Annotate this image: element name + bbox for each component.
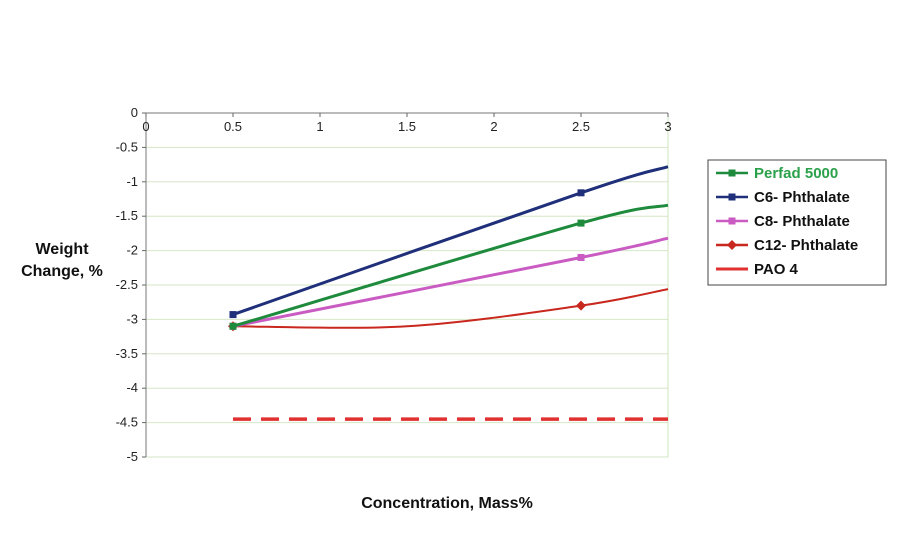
data-point-c6-phthalate — [229, 311, 237, 319]
y-axis-title-line2: Change, % — [21, 263, 103, 280]
series-line-c12-phthalate — [232, 288, 669, 329]
x-axis-title: Concentration, Mass% — [361, 495, 533, 512]
series-line-c6-phthalate — [232, 165, 669, 316]
x-tick-label: 0 — [142, 119, 149, 134]
legend: Perfad 5000 C6- Phthalate C8- Phthalate C12… — [707, 159, 887, 286]
y-tick-label: -1 — [126, 174, 138, 189]
y-axis-title-line1: Weight — [35, 241, 89, 258]
x-tick-label: 2 — [490, 119, 497, 134]
y-tick-label: -4 — [126, 380, 138, 395]
y-tick-label: 0 — [131, 105, 138, 120]
legend-item-c8-phthalate: C8- Phthalate — [716, 213, 850, 230]
legend-label: C6- Phthalate — [754, 189, 850, 206]
legend-marker — [728, 217, 736, 225]
data-point-c12-phthalate — [576, 300, 586, 311]
legend-marker — [728, 169, 736, 177]
x-tick-label: 1 — [316, 119, 323, 134]
y-tick-label: -3 — [126, 311, 138, 326]
data-point-c6-phthalate — [577, 189, 585, 197]
legend-item-c12-phthalate: C12- Phthalate — [716, 237, 858, 254]
y-tick-label: -1.5 — [116, 208, 138, 223]
legend-item-c6-phthalate: C6- Phthalate — [716, 189, 850, 206]
data-point-c8-phthalate — [577, 253, 585, 261]
y-tick-label: -4.5 — [116, 415, 138, 430]
x-axis: 0 0.5 1 1.5 2 2.5 3 — [142, 112, 672, 134]
x-tick-label: 0.5 — [224, 119, 242, 134]
x-tick-label: 2.5 — [572, 119, 590, 134]
y-tick-label: -3.5 — [116, 346, 138, 361]
y-tick-label: -2 — [126, 243, 138, 258]
data-point-perfad-5000 — [229, 322, 237, 330]
series-line-perfad-5000 — [232, 203, 669, 328]
gridlines — [146, 113, 669, 458]
series-line-c8-phthalate — [232, 236, 669, 328]
series-layer — [228, 165, 669, 421]
legend-label: Perfad 5000 — [754, 165, 838, 182]
data-point-perfad-5000 — [577, 219, 585, 227]
legend-marker — [727, 240, 737, 250]
legend-item-pao-4: PAO 4 — [716, 261, 799, 278]
legend-label: C8- Phthalate — [754, 213, 850, 230]
legend-box — [707, 159, 887, 286]
legend-marker — [728, 193, 736, 201]
legend-item-perfad-5000: Perfad 5000 — [716, 165, 838, 182]
y-axis: 0 -0.5 -1 -1.5 -2 -2.5 -3 -3.5 -4 -4.5 -5 — [116, 105, 147, 464]
legend-label: PAO 4 — [754, 261, 799, 278]
y-tick-label: -5 — [126, 449, 138, 464]
y-tick-label: -0.5 — [116, 139, 138, 154]
y-tick-label: -2.5 — [116, 277, 138, 292]
x-tick-label: 1.5 — [398, 119, 416, 134]
x-tick-label: 3 — [664, 119, 671, 134]
legend-label: C12- Phthalate — [754, 237, 858, 254]
